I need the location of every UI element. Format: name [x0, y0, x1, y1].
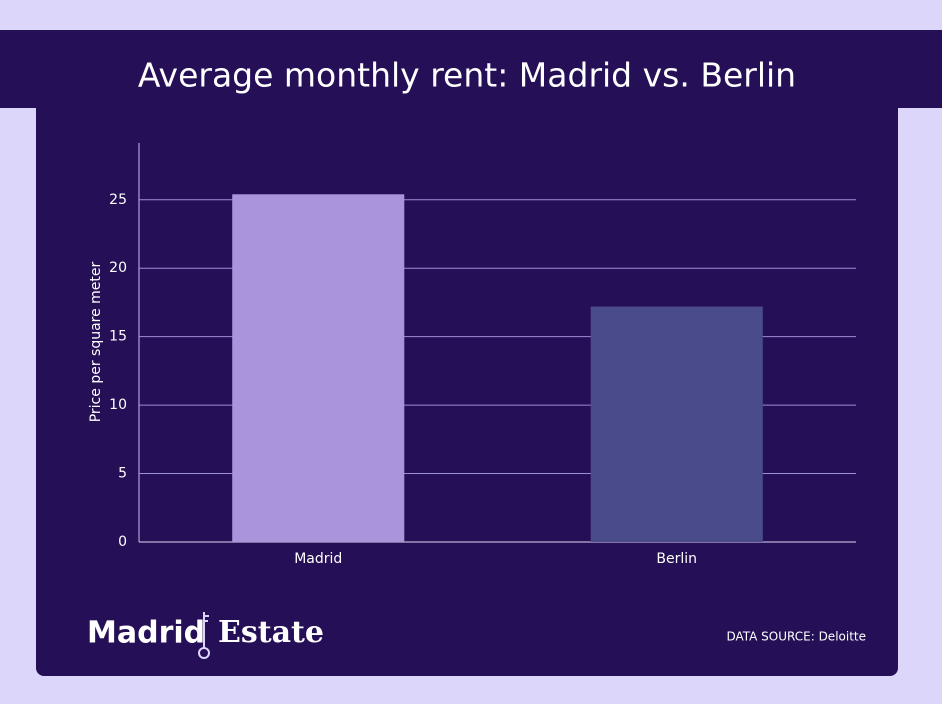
- x-tick-label: Madrid: [294, 551, 342, 567]
- y-tick-label: 15: [109, 329, 127, 345]
- y-tick-label: 20: [109, 260, 127, 276]
- brand-key-icon: [198, 612, 210, 659]
- y-axis-label: Price per square meter: [88, 261, 104, 422]
- source-note: DATA SOURCE: Deloitte: [726, 630, 866, 644]
- brand-right: Estate: [218, 615, 324, 650]
- plot: 0 5 10 15 20 25 Madrid Berlin: [109, 192, 856, 567]
- x-tick-label: Berlin: [656, 551, 697, 567]
- y-tick-label: 5: [118, 466, 127, 482]
- card: [36, 90, 898, 676]
- chart-title: Average monthly rent: Madrid vs. Berlin: [138, 56, 796, 95]
- header-band: [0, 30, 942, 108]
- bar: [232, 194, 405, 542]
- y-tick-label: 25: [109, 192, 127, 208]
- y-tick-label: 10: [109, 397, 127, 413]
- bar: [590, 306, 763, 542]
- y-tick-label: 0: [118, 534, 127, 550]
- brand-left: Madrid: [87, 616, 205, 651]
